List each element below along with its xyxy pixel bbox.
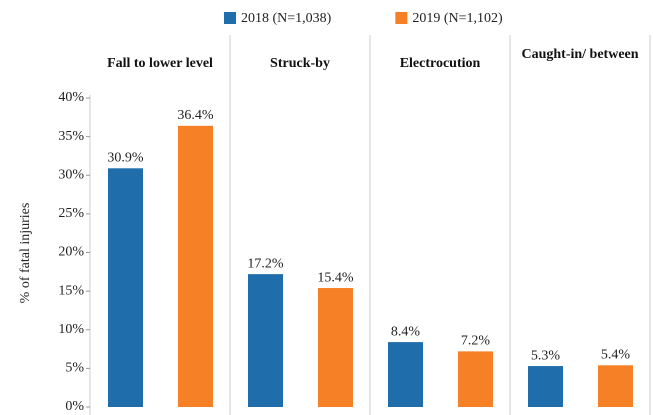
bar	[248, 274, 283, 407]
bar	[598, 365, 633, 407]
value-label: 15.4%	[317, 270, 354, 285]
value-label: 8.4%	[391, 324, 421, 339]
y-tick-label: 40%	[58, 90, 84, 105]
y-tick-label: 10%	[58, 322, 84, 337]
value-label: 7.2%	[461, 334, 491, 349]
legend-label: 2019 (N=1,102)	[412, 11, 503, 26]
bar	[528, 366, 563, 407]
y-tick-label: 30%	[58, 167, 84, 182]
value-label: 17.2%	[247, 256, 284, 271]
y-tick-label: 20%	[58, 245, 84, 260]
y-tick-label: 15%	[58, 283, 84, 298]
value-label: 36.4%	[177, 108, 214, 123]
legend-swatch	[395, 12, 408, 24]
bar	[318, 288, 353, 407]
value-label: 5.3%	[531, 348, 561, 363]
bar	[388, 342, 423, 407]
panel-header: Electrocution	[399, 56, 481, 71]
panel-header: Caught-in/ between	[521, 47, 639, 62]
legend-label: 2018 (N=1,038)	[241, 11, 332, 26]
y-tick-label: 5%	[65, 361, 84, 376]
value-label: 30.9%	[107, 151, 144, 166]
y-tick-label: 0%	[65, 399, 84, 414]
bar	[178, 125, 213, 407]
y-axis-label: % of fatal injuries	[18, 203, 33, 304]
panel-header: Fall to lower level	[107, 56, 213, 71]
bar	[458, 351, 493, 407]
value-label: 5.4%	[601, 348, 631, 363]
bar	[108, 168, 143, 407]
y-tick-label: 35%	[58, 129, 84, 144]
legend-swatch	[224, 12, 236, 24]
panel-header: Struck-by	[270, 56, 330, 71]
y-tick-label: 25%	[58, 206, 84, 221]
